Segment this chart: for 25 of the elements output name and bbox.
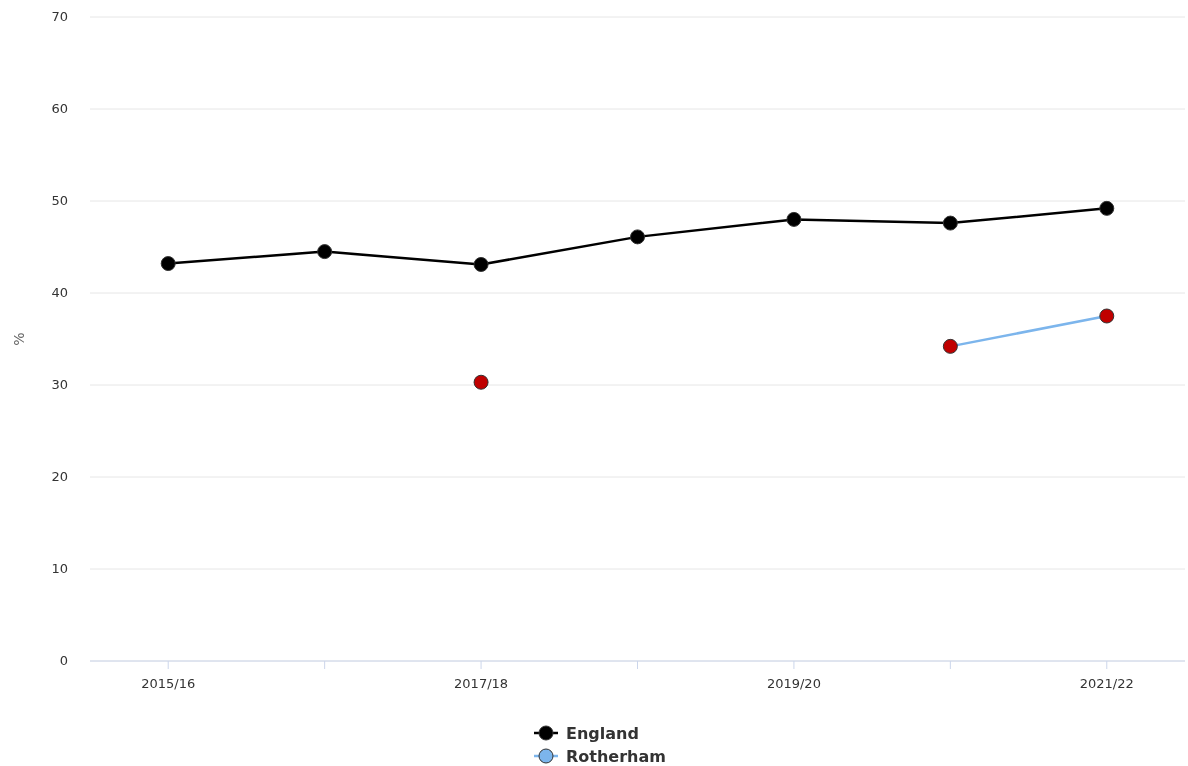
point [473,374,489,390]
legend-label: Rotherham [566,747,666,766]
point [473,256,489,272]
point [786,211,802,227]
y-tick-label: 30 [51,377,68,392]
point [160,256,176,272]
x-tick-label: 2021/22 [1079,676,1134,691]
x-tick-label: 2015/16 [141,676,196,691]
y-tick-label: 0 [59,653,68,668]
y-tick-label: 60 [51,101,68,116]
x-tick-label: 2017/18 [454,676,509,691]
point [1099,200,1115,216]
y-tick-label: 40 [51,285,68,300]
y-tick-label: 50 [51,193,68,208]
point [317,244,333,260]
y-tick-label: 10 [51,561,68,576]
legend-label: England [566,724,639,743]
y-axis-title: % [11,332,27,346]
y-tick-label: 20 [51,469,68,484]
point [942,215,958,231]
y-tick-label: 70 [51,9,68,24]
point [942,338,958,354]
point [1099,308,1115,324]
point [630,229,645,245]
x-tick-label: 2019/20 [766,676,821,691]
